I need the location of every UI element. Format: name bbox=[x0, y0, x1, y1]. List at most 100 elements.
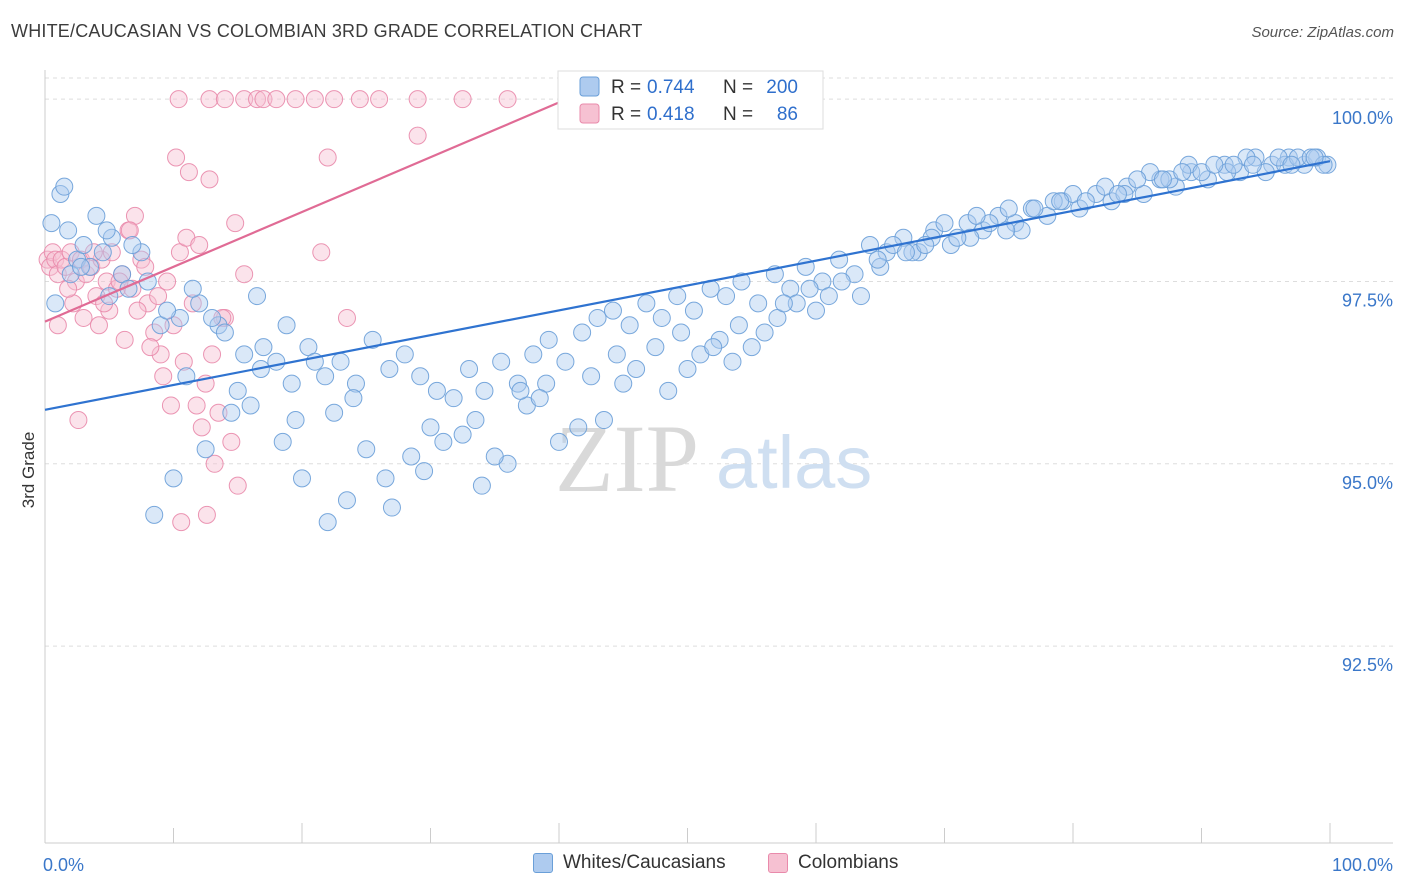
whites-point bbox=[659, 381, 678, 400]
whites-point bbox=[668, 287, 687, 306]
colombians-point bbox=[69, 411, 88, 430]
colombians-point bbox=[141, 338, 160, 357]
whites-point bbox=[539, 330, 558, 349]
colombians-point bbox=[115, 330, 134, 349]
whites-point bbox=[807, 301, 825, 320]
colombians-point bbox=[149, 287, 168, 306]
y-axis-label: 3rd Grade bbox=[19, 432, 38, 509]
whites-point bbox=[1087, 184, 1106, 203]
whites-point bbox=[678, 359, 697, 378]
whites-point bbox=[832, 272, 851, 291]
whites-point bbox=[59, 221, 78, 240]
colombians-point bbox=[136, 257, 155, 276]
whites-point bbox=[235, 345, 254, 364]
whites-point bbox=[1305, 148, 1324, 167]
whites-point bbox=[594, 411, 613, 430]
whites-point bbox=[925, 221, 944, 240]
whites-point bbox=[1051, 192, 1070, 211]
colombians-point bbox=[286, 90, 305, 109]
watermark-zip: ZIP bbox=[555, 405, 699, 512]
colombians-points bbox=[38, 90, 517, 532]
whites-point bbox=[460, 359, 479, 378]
whites-point bbox=[132, 243, 151, 262]
colombians-point bbox=[215, 90, 234, 109]
colombians-point bbox=[174, 352, 193, 371]
whites-point bbox=[1128, 170, 1147, 189]
x-tick-label-end: 100.0% bbox=[1332, 855, 1393, 875]
whites-point bbox=[228, 381, 247, 400]
whites-point bbox=[1012, 221, 1031, 240]
colombians-point bbox=[337, 308, 356, 327]
whites-point bbox=[444, 389, 463, 408]
whites-point bbox=[427, 381, 446, 400]
whites-point bbox=[588, 308, 607, 327]
colombians-point bbox=[138, 294, 157, 313]
whites-point bbox=[851, 287, 870, 306]
colombians-point bbox=[203, 345, 222, 364]
stats-swatch-colombians bbox=[579, 103, 600, 124]
whites-points bbox=[42, 148, 1337, 532]
colombians-point bbox=[267, 90, 286, 109]
watermark-atlas: atlas bbox=[716, 421, 872, 504]
whites-trend-line bbox=[44, 160, 1331, 411]
whites-point bbox=[42, 214, 61, 233]
whites-point bbox=[337, 491, 356, 510]
whites-point bbox=[453, 425, 472, 444]
whites-point bbox=[717, 287, 736, 306]
whites-point bbox=[830, 250, 849, 269]
whites-point bbox=[215, 323, 234, 342]
whites-point bbox=[530, 389, 549, 408]
whites-point bbox=[620, 316, 639, 335]
whites-point bbox=[569, 418, 588, 437]
whites-point bbox=[241, 396, 260, 415]
whites-point bbox=[967, 206, 986, 225]
axis-layer: 100.0% 97.5% 95.0% 92.5% 0.0% 100.0% bbox=[43, 70, 1393, 875]
stats-legend-box bbox=[557, 70, 824, 130]
whites-point bbox=[466, 411, 485, 430]
colombians-point bbox=[183, 294, 202, 313]
whites-point bbox=[684, 301, 703, 320]
colombians-point bbox=[74, 308, 93, 327]
stats-n-label-colombians: N = bbox=[723, 104, 753, 125]
colombians-point bbox=[46, 250, 65, 269]
colombians-point bbox=[151, 345, 170, 364]
whites-point bbox=[999, 199, 1018, 218]
whites-point bbox=[475, 381, 494, 400]
whites-point bbox=[652, 308, 671, 327]
whites-point bbox=[774, 294, 793, 313]
whites-point bbox=[637, 294, 656, 313]
whites-point bbox=[123, 236, 142, 255]
whites-point bbox=[672, 323, 691, 342]
colombians-point bbox=[92, 250, 111, 269]
whites-point bbox=[550, 432, 568, 451]
whites-point bbox=[46, 294, 65, 313]
colombians-point bbox=[248, 90, 267, 109]
whites-point bbox=[614, 374, 633, 393]
whites-point bbox=[582, 367, 601, 386]
colombians-point bbox=[97, 272, 116, 291]
whites-point bbox=[93, 243, 112, 262]
whites-point bbox=[318, 513, 337, 532]
whites-point bbox=[710, 330, 729, 349]
whites-point bbox=[1243, 155, 1262, 174]
whites-point bbox=[729, 316, 748, 335]
whites-point bbox=[935, 214, 954, 233]
colombians-point bbox=[226, 214, 245, 233]
colombians-point bbox=[205, 454, 224, 473]
colombians-point bbox=[190, 236, 209, 255]
whites-point bbox=[209, 316, 228, 335]
whites-point bbox=[800, 279, 819, 298]
colombians-point bbox=[197, 505, 216, 524]
whites-point bbox=[316, 367, 335, 386]
bottom-legend: Whites/Caucasians Colombians bbox=[0, 852, 1406, 876]
whites-point bbox=[723, 352, 742, 371]
y-tick-label: 100.0% bbox=[1332, 108, 1393, 128]
whites-point bbox=[267, 352, 286, 371]
colombians-point bbox=[169, 90, 188, 109]
colombians-point bbox=[161, 396, 180, 415]
colombians-point bbox=[350, 90, 369, 109]
whites-point bbox=[164, 469, 183, 488]
whites-point bbox=[87, 206, 106, 225]
colombians-point bbox=[222, 432, 241, 451]
whites-point bbox=[508, 374, 527, 393]
